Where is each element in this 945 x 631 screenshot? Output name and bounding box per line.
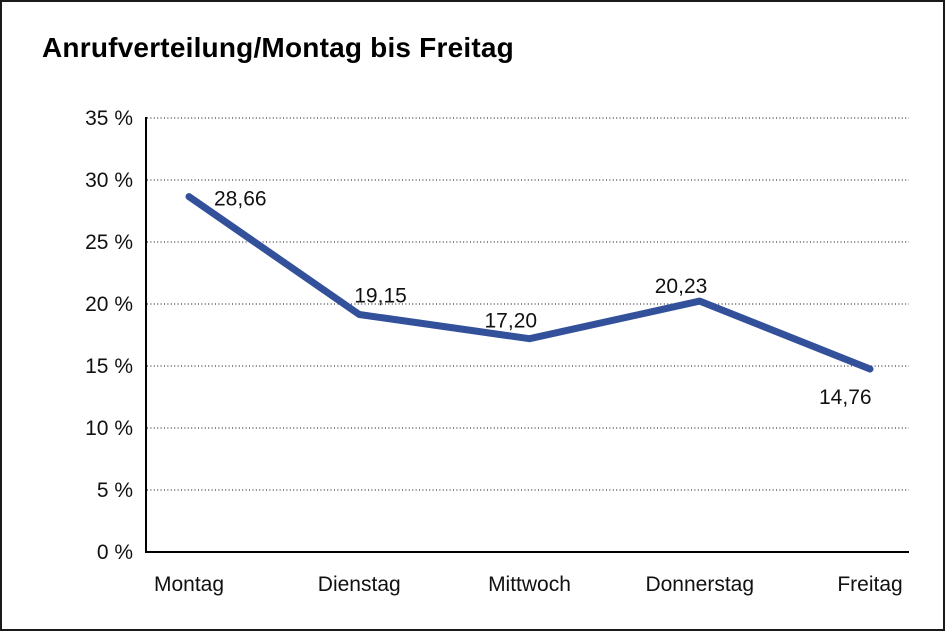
- y-axis-label: 30 %: [85, 169, 133, 192]
- data-point-label: 14,76: [819, 386, 872, 409]
- y-axis-label: 15 %: [85, 355, 133, 378]
- data-series-line: [185, 193, 874, 373]
- data-point-label: 20,23: [655, 275, 708, 298]
- data-point-label: 28,66: [214, 188, 267, 211]
- data-point-label: 19,15: [354, 285, 407, 308]
- data-point-label: 17,20: [485, 310, 538, 333]
- y-axis-label: 25 %: [85, 231, 133, 254]
- x-axis-label: Mittwoch: [488, 573, 571, 596]
- x-axis-label: Dienstag: [318, 573, 401, 596]
- y-axis-label: 20 %: [85, 293, 133, 316]
- x-axis-label: Donnerstag: [645, 573, 754, 596]
- y-axis-label: 0 %: [97, 541, 133, 564]
- y-axis-label: 10 %: [85, 417, 133, 440]
- x-axis-label: Freitag: [837, 573, 902, 596]
- y-axis-label: 5 %: [97, 479, 133, 502]
- x-axis-label: Montag: [154, 573, 224, 596]
- y-axis-label: 35 %: [85, 107, 133, 130]
- chart-title: Anrufverteilung/Montag bis Freitag: [42, 32, 514, 63]
